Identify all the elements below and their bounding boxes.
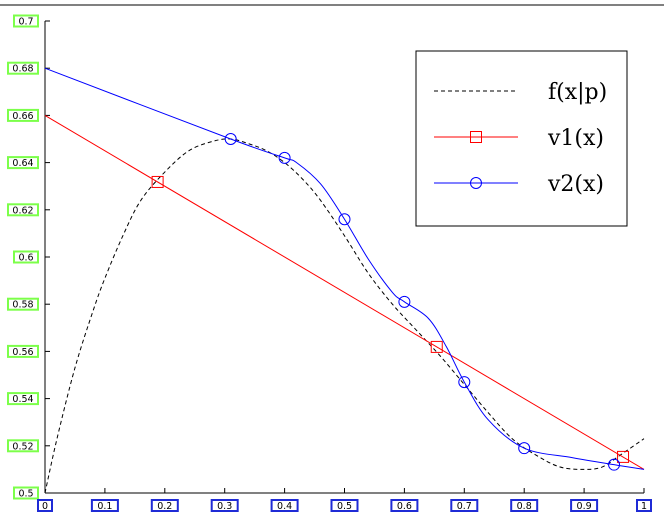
circle-marker xyxy=(608,458,621,471)
y-tick-label: 0.6 xyxy=(18,253,33,264)
y-tick-0.52: 0.52 xyxy=(7,439,39,453)
y-tick-label: 0.68 xyxy=(12,64,33,75)
x-tick-0.2: 0.2 xyxy=(150,499,179,512)
series-0 xyxy=(44,138,645,494)
circle-marker xyxy=(398,295,411,308)
x-tick-box-inner xyxy=(512,501,537,510)
x-tick-box-inner xyxy=(272,501,297,510)
y-tick-box-inner xyxy=(15,16,37,26)
y-tick-0.68: 0.68 xyxy=(7,61,39,75)
y-tick-box-inner xyxy=(9,299,37,309)
y-tick-label: 0.54 xyxy=(12,394,33,405)
x-tick-0.8: 0.8 xyxy=(510,499,539,512)
y-tick-0.6: 0.6 xyxy=(13,250,39,264)
circle-marker xyxy=(224,133,237,145)
series-1 xyxy=(44,114,645,470)
x-tick-label: 0.8 xyxy=(517,501,532,512)
y-tick-label: 0.56 xyxy=(12,347,33,358)
y-tick-box-inner xyxy=(9,394,37,404)
circle-marker xyxy=(458,376,471,389)
y-tick-box-inner xyxy=(9,63,37,73)
x-tick-0.1: 0.1 xyxy=(90,499,119,512)
y-tick-box-inner xyxy=(9,205,37,215)
legend: f(x|p) v1(x) v2(x) xyxy=(415,50,628,227)
x-tick-0.5: 0.5 xyxy=(330,499,359,512)
x-tick-0: 0 xyxy=(37,499,53,512)
x-tick-0.7: 0.7 xyxy=(450,499,479,512)
y-tick-box-inner xyxy=(9,158,37,168)
x-tick-0.4: 0.4 xyxy=(270,499,299,512)
x-tick-box-inner xyxy=(92,501,117,510)
y-tick-box-inner xyxy=(15,252,37,262)
x-tick-1: 1 xyxy=(636,499,652,512)
y-tick-label: 0.58 xyxy=(12,300,33,311)
x-tick-label: 1 xyxy=(641,501,647,512)
square-marker xyxy=(430,340,443,353)
x-tick-box-inner xyxy=(572,501,597,510)
x-tick-box-inner xyxy=(638,501,650,510)
x-tick-label: 0.5 xyxy=(337,501,352,512)
y-tick-label: 0.5 xyxy=(18,489,33,500)
x-tick-box-inner xyxy=(152,501,177,510)
x-tick-label: 0.7 xyxy=(457,501,472,512)
y-tick-box-inner xyxy=(15,488,37,498)
y-tick-0.66: 0.66 xyxy=(7,108,39,122)
x-tick-0.3: 0.3 xyxy=(210,499,239,512)
x-tick-0.6: 0.6 xyxy=(390,499,419,512)
legend-label: v2(x) xyxy=(547,172,604,197)
circle-marker xyxy=(338,213,351,226)
circle-marker xyxy=(470,177,482,189)
square-marker xyxy=(470,131,482,143)
plot-area xyxy=(44,67,645,494)
legend-label: v1(x) xyxy=(547,126,604,151)
y-tick-0.54: 0.54 xyxy=(7,392,39,406)
square-marker xyxy=(151,175,164,188)
y-tick-label: 0.62 xyxy=(12,205,33,216)
y-tick-0.62: 0.62 xyxy=(7,203,39,217)
y-tick-box-inner xyxy=(9,110,37,120)
y-tick-0.7: 0.7 xyxy=(13,14,39,28)
x-tick-label: 0 xyxy=(42,501,48,512)
legend-entry-0: f(x|p) xyxy=(434,80,607,105)
x-tick-0.9: 0.9 xyxy=(570,499,599,512)
y-tick-0.56: 0.56 xyxy=(7,344,39,358)
x-tick-box-inner xyxy=(39,501,51,510)
x-tick-box-inner xyxy=(332,501,357,510)
x-tick-label: 0.1 xyxy=(97,501,112,512)
legend-entry-2: v2(x) xyxy=(434,172,604,197)
series-line xyxy=(44,138,645,494)
x-tick-label: 0.4 xyxy=(277,501,292,512)
x-tick-label: 0.6 xyxy=(397,501,412,512)
y-tick-label: 0.7 xyxy=(18,17,33,28)
y-tick-box-inner xyxy=(9,441,37,451)
y-tick-label: 0.64 xyxy=(12,158,33,169)
y-tick-0.64: 0.64 xyxy=(7,156,39,170)
x-tick-label: 0.3 xyxy=(217,501,232,512)
square-marker xyxy=(617,450,630,463)
y-tick-0.58: 0.58 xyxy=(7,297,39,311)
circle-marker xyxy=(518,442,531,455)
legend-label: f(x|p) xyxy=(548,80,607,105)
x-tick-box-inner xyxy=(392,501,417,510)
circle-marker xyxy=(278,151,291,164)
y-tick-label: 0.52 xyxy=(12,441,33,452)
legend-box xyxy=(415,50,628,227)
y-tick-0.5: 0.5 xyxy=(13,486,39,500)
legend-entry-1: v1(x) xyxy=(434,126,604,151)
y-tick-label: 0.66 xyxy=(12,111,33,122)
x-tick-label: 0.9 xyxy=(577,501,592,512)
series-2 xyxy=(44,67,645,471)
series-line xyxy=(44,67,645,470)
series-line xyxy=(44,114,645,470)
y-tick-box-inner xyxy=(9,346,37,356)
x-tick-box-inner xyxy=(452,501,477,510)
x-tick-box-inner xyxy=(212,501,237,510)
x-tick-label: 0.2 xyxy=(157,501,172,512)
axes: 0.5 0.52 0.54 0.56 0.58 0.6 0.62 0.64 0.66 0.68 0.… xyxy=(7,14,652,512)
